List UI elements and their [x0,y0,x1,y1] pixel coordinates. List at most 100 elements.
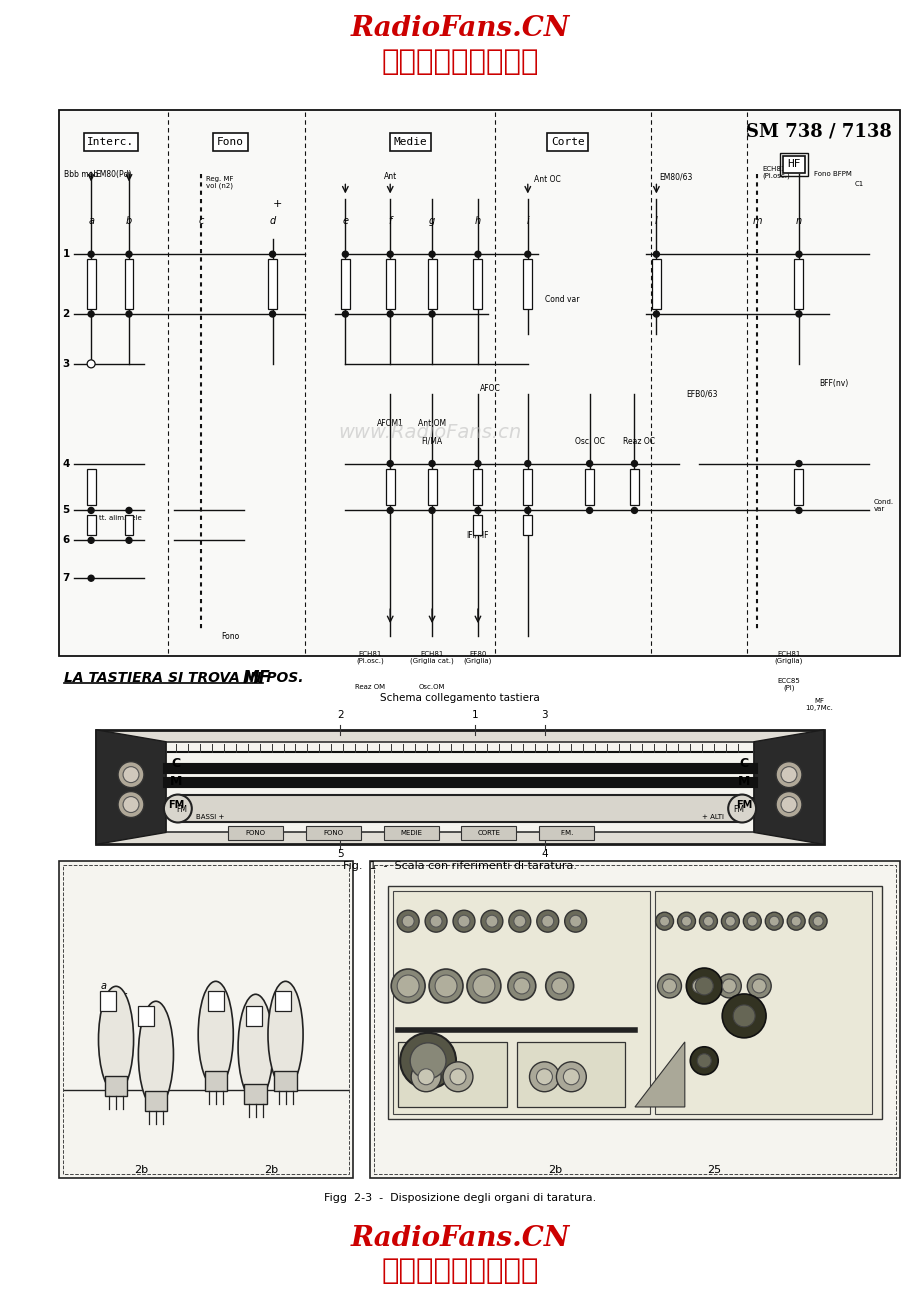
Circle shape [410,1043,446,1078]
Text: Fig.  1  -  Scala con riferimenti di taratura.: Fig. 1 - Scala con riferimenti di taratu… [343,862,576,871]
Circle shape [692,979,706,993]
Bar [473,469,482,505]
Bar [86,469,96,505]
Text: ECH81
(Pi.osc.): ECH81 (Pi.osc.) [356,651,384,664]
Bar [228,827,283,840]
Circle shape [342,311,348,316]
Circle shape [662,979,675,993]
Circle shape [657,974,681,997]
Circle shape [443,1062,472,1091]
Bar [652,259,660,309]
Bar [63,866,349,1174]
Circle shape [387,508,392,513]
Text: Osc. OC: Osc. OC [574,436,604,445]
Circle shape [458,915,470,927]
Text: Corte: Corte [550,137,584,147]
Ellipse shape [238,995,273,1100]
Bar [385,469,394,505]
Circle shape [88,538,94,543]
Circle shape [768,917,778,926]
Text: 2: 2 [336,710,344,720]
Text: CORTE: CORTE [477,831,500,836]
Text: m: m [752,216,761,227]
Text: 7: 7 [62,573,70,583]
Text: FONO: FONO [245,831,266,836]
Bar [165,742,754,832]
Circle shape [402,915,414,927]
Text: F.M.: F.M. [560,831,573,836]
Bar [144,1091,167,1111]
Bar [794,469,802,505]
Circle shape [743,913,760,930]
Circle shape [88,508,94,513]
Text: BASSI +: BASSI + [196,815,224,820]
Circle shape [790,917,800,926]
Circle shape [417,1069,434,1085]
Text: AFOC: AFOC [480,384,500,393]
Circle shape [118,762,143,788]
Circle shape [746,974,770,997]
Bar [267,259,277,309]
Circle shape [514,915,526,927]
Circle shape [507,973,535,1000]
Bar [473,516,482,535]
Circle shape [449,1069,466,1085]
Text: FI/MA: FI/MA [421,436,442,445]
Bar [779,152,807,177]
Circle shape [269,311,276,316]
Circle shape [387,311,392,316]
Text: EF80
(Griglia): EF80 (Griglia) [463,651,492,664]
Circle shape [508,910,530,932]
Bar [244,1083,267,1104]
Circle shape [686,969,721,1004]
Text: M: M [737,775,750,788]
Text: c: c [121,991,127,1001]
Bar [96,729,823,845]
Circle shape [765,913,782,930]
Circle shape [88,575,94,581]
Bar [398,1042,506,1107]
Text: 25: 25 [707,1165,720,1176]
Bar [124,516,133,535]
Bar [369,862,899,1178]
Bar [523,259,532,309]
Text: Cond.
var: Cond. var [873,499,893,512]
Circle shape [795,251,801,258]
Circle shape [467,969,500,1003]
Bar [427,259,437,309]
Text: Interc.: Interc. [87,137,134,147]
Bar [100,991,116,1010]
Circle shape [728,794,755,823]
Text: 2b: 2b [134,1165,149,1176]
Text: 2: 2 [62,309,70,319]
Text: ECC85
(Pi): ECC85 (Pi) [777,678,800,691]
Text: Fono BFPM: Fono BFPM [813,172,851,177]
Bar [204,1070,227,1091]
Circle shape [481,910,503,932]
Circle shape [724,917,734,926]
Circle shape [87,359,95,368]
Circle shape [452,910,474,932]
Bar [630,469,639,505]
Circle shape [474,251,481,258]
Bar [274,991,290,1010]
Text: C: C [171,758,180,771]
Ellipse shape [198,982,233,1088]
Ellipse shape [98,987,133,1092]
Circle shape [681,917,691,926]
Text: RadioFans.CN: RadioFans.CN [350,16,569,43]
Circle shape [695,976,712,995]
Circle shape [387,251,392,258]
Text: d: d [269,216,276,227]
Circle shape [659,917,669,926]
Text: www.RadioFans.cn: www.RadioFans.cn [338,423,521,443]
Circle shape [428,251,435,258]
Text: b: b [126,216,132,227]
Text: RadioFans.CN: RadioFans.CN [350,1225,569,1251]
Circle shape [652,311,659,316]
Text: 5: 5 [62,505,70,516]
Text: Osc.OM: Osc.OM [418,684,445,690]
Circle shape [630,461,637,466]
Bar [245,1006,261,1026]
Circle shape [551,978,567,993]
